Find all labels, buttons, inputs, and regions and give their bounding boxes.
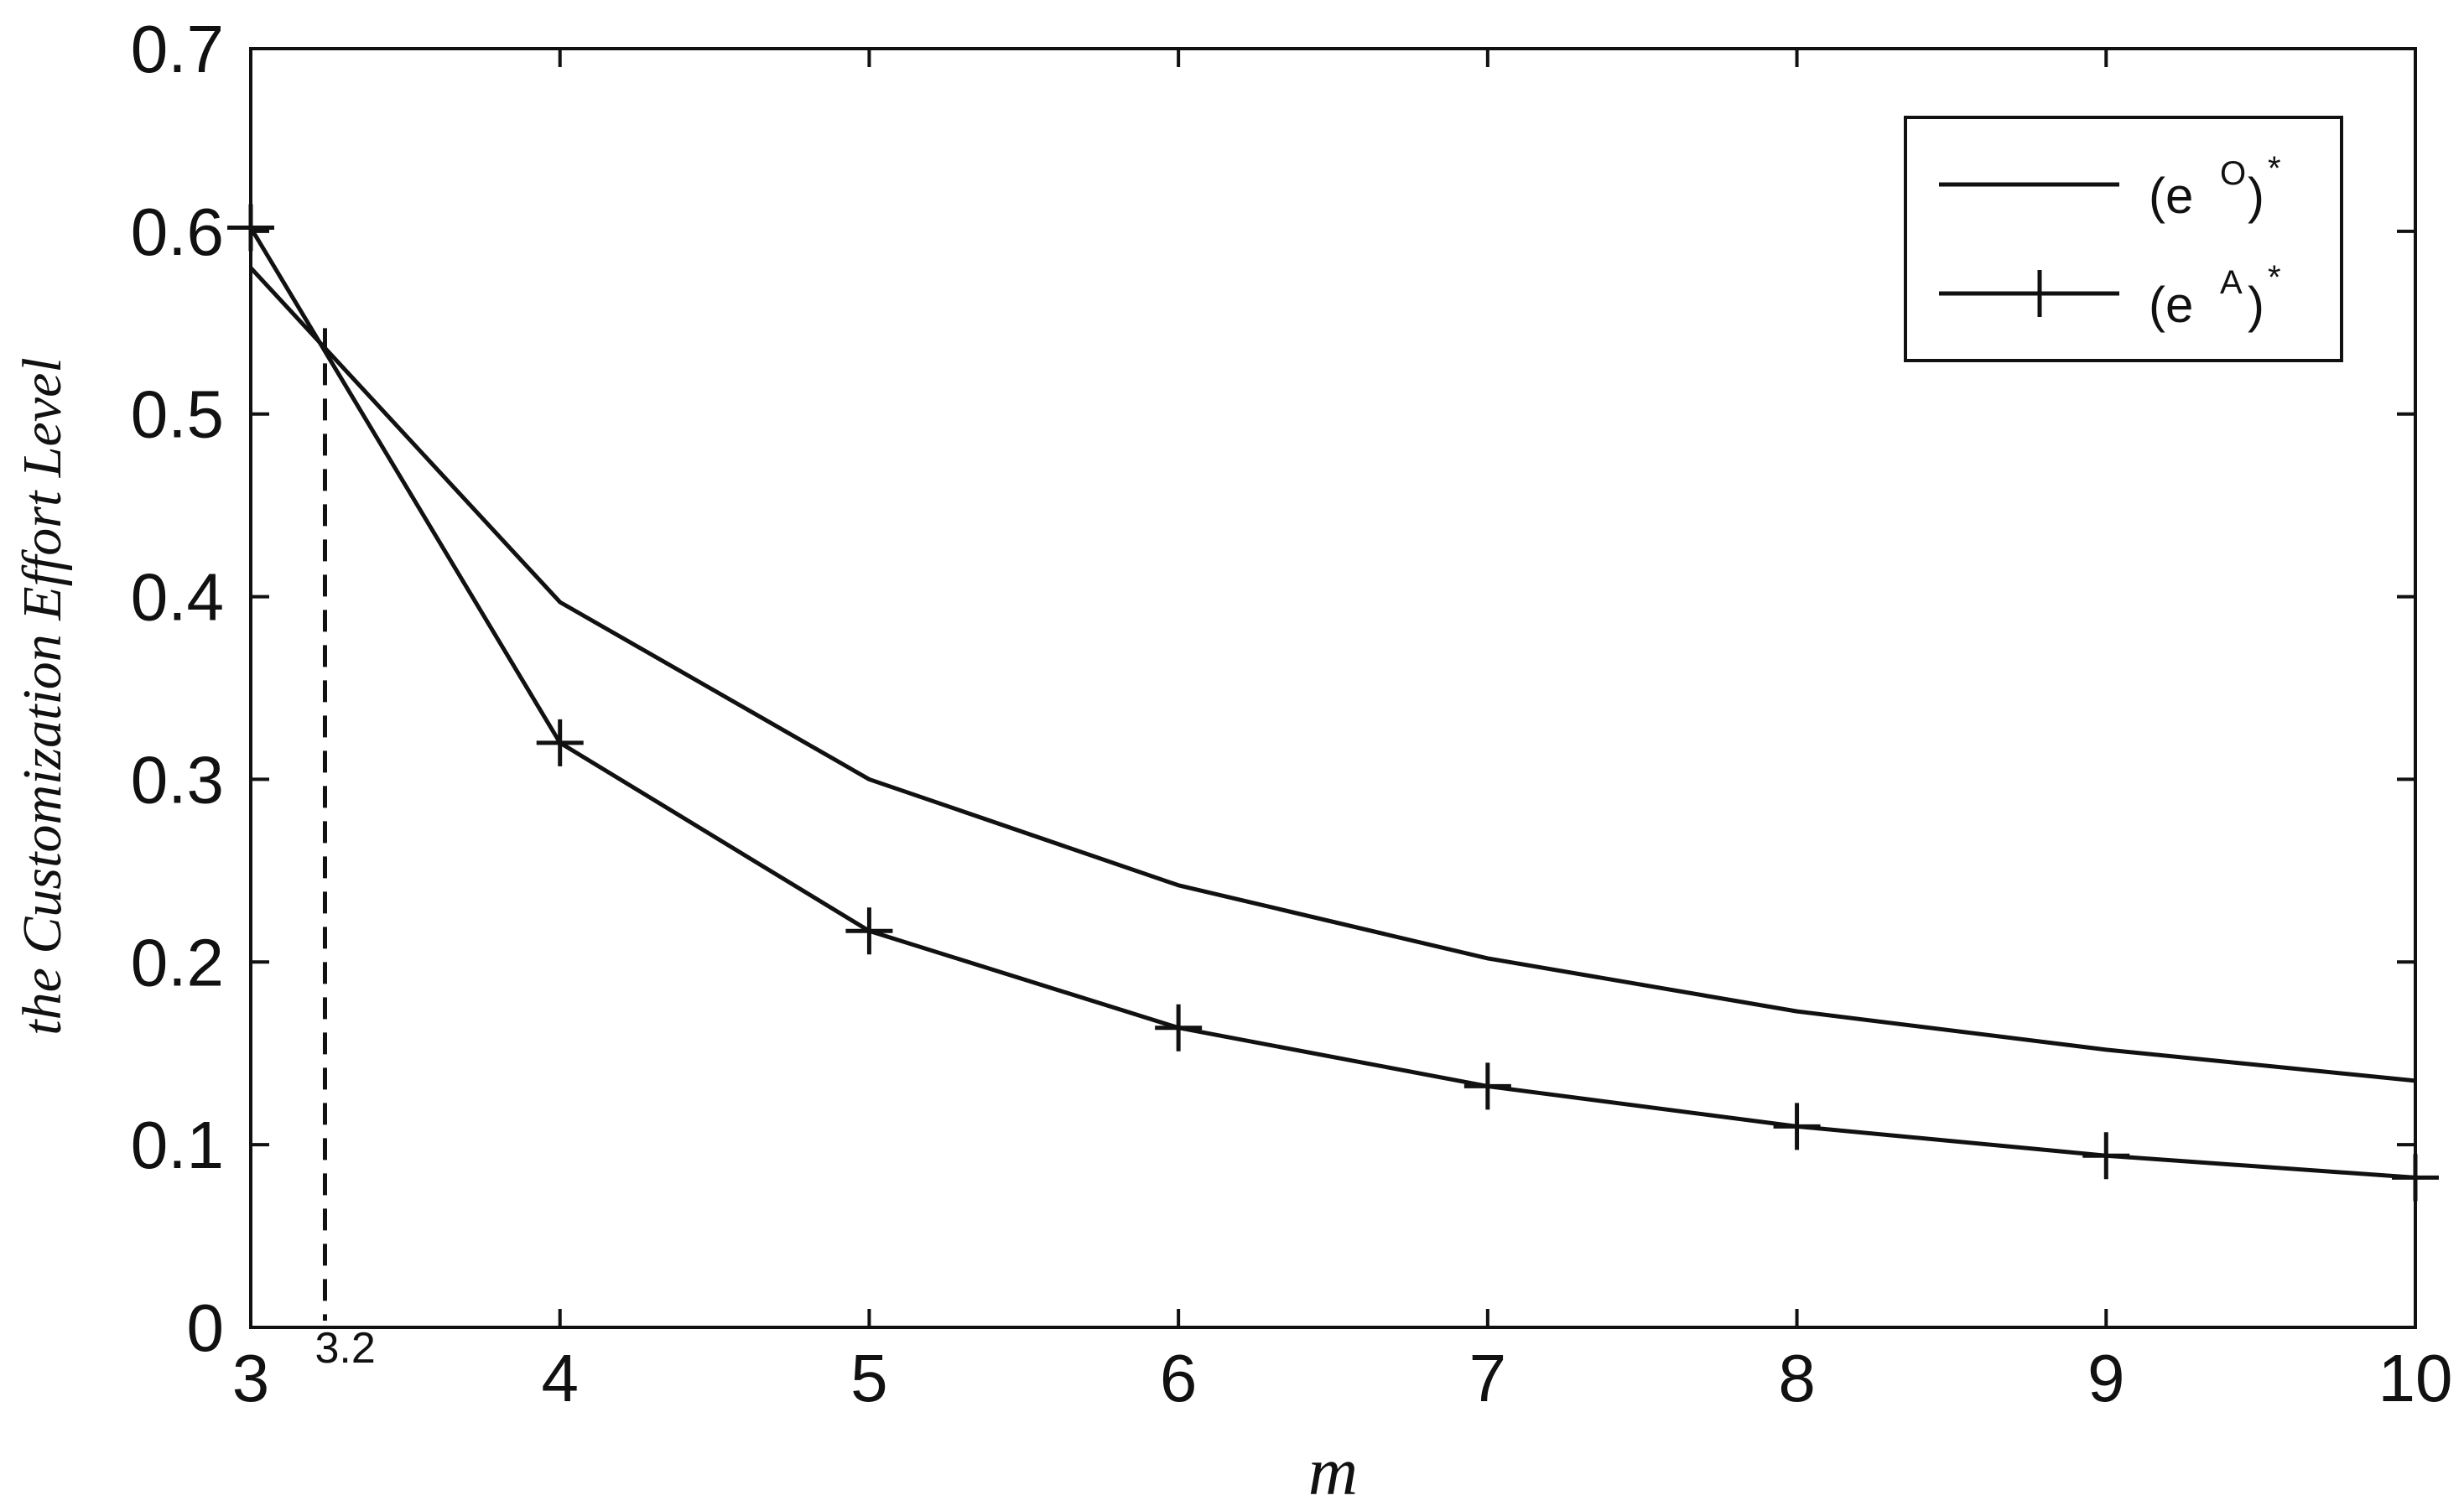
plot-area xyxy=(249,47,2417,1329)
y-tick-label: 0.3 xyxy=(131,742,224,817)
series-2-point xyxy=(2082,1132,2130,1180)
series-2-point xyxy=(1463,1062,1511,1110)
x-tick-label: 3 xyxy=(232,1341,270,1415)
series-line-2 xyxy=(248,226,2416,1180)
y-tick-label: 0.1 xyxy=(131,1108,224,1182)
annotation-label: 3.2 xyxy=(314,1324,375,1373)
legend-label-sup: O xyxy=(2220,155,2246,192)
legend: (e O) *(e A) * xyxy=(1904,116,2343,362)
y-axis-title: the Customization Effort Level xyxy=(12,357,73,1035)
legend-label-star: * xyxy=(2268,259,2281,296)
x-tick-label: 9 xyxy=(2087,1341,2125,1415)
plot-frame xyxy=(249,47,2417,1329)
legend-box xyxy=(1904,116,2343,362)
y-tick-label: 0.4 xyxy=(131,560,224,635)
legend-label-base: (e xyxy=(2149,277,2193,333)
y-tick-label: 0.5 xyxy=(131,377,224,452)
x-tick-label: 10 xyxy=(2378,1341,2453,1415)
axis-ticks: 3 4 5 6 7 8 9 10 0 0.1 0.2 0.3 0.4 0.5 0.6 0.7 xyxy=(131,12,2453,1415)
series-2-point xyxy=(1155,1004,1203,1051)
y-tick-label: 0 xyxy=(187,1290,225,1365)
series-2-point xyxy=(845,907,893,955)
legend-label-close: ) xyxy=(2248,168,2264,224)
series-group xyxy=(227,204,2439,1202)
x-tick-label: 5 xyxy=(850,1341,888,1415)
x-tick-label: 7 xyxy=(1469,1341,1507,1415)
legend-entry-1: (e O) * xyxy=(1939,150,2281,224)
x-tick-label: 6 xyxy=(1160,1341,1198,1415)
y-tick-label: 0.7 xyxy=(131,12,224,86)
annotation-group: 3.2 xyxy=(314,328,376,1373)
y-tick-label: 0.6 xyxy=(131,195,224,269)
series-2-point xyxy=(2392,1154,2439,1202)
legend-label-close: ) xyxy=(2248,277,2264,333)
series-line-1 xyxy=(249,266,2416,1083)
legend-entry-2: (e A) * xyxy=(1939,259,2281,333)
y-tick-label: 0.2 xyxy=(131,925,224,1000)
series-2-point xyxy=(1773,1103,1821,1150)
series-2-point xyxy=(227,204,274,252)
legend-label-sup: A xyxy=(2220,264,2243,301)
x-tick-label: 8 xyxy=(1778,1341,1816,1415)
series-2-point xyxy=(536,719,584,766)
x-axis-title: m xyxy=(1308,1433,1358,1509)
legend-label-base: (e xyxy=(2149,168,2193,224)
legend-label-star: * xyxy=(2268,150,2281,187)
x-tick-label: 4 xyxy=(541,1341,579,1415)
